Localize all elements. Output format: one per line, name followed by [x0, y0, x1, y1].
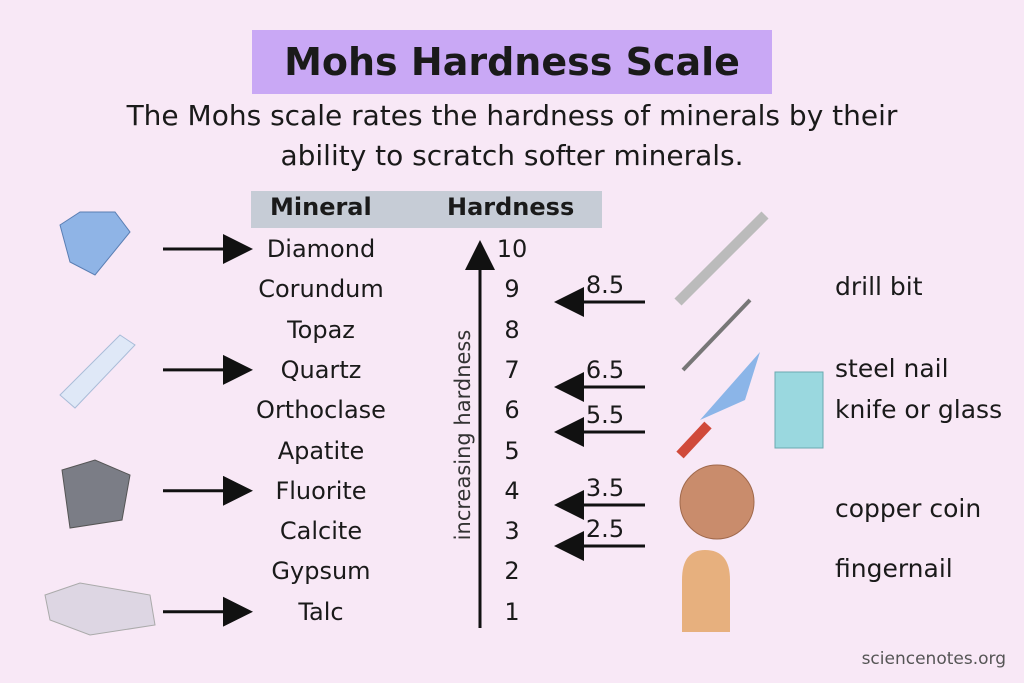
coin-image [679, 464, 755, 540]
quartz-image [59, 334, 136, 409]
nail-image [681, 298, 752, 372]
footer: sciencenotes.org [861, 649, 1006, 669]
mineral: Apatite [277, 436, 365, 465]
reference-value: 2.5 [585, 515, 625, 543]
drill-bit-image [674, 211, 769, 306]
reference-label: knife or glass [835, 395, 1003, 424]
hardness: 6 [504, 396, 520, 425]
mineral: Calcite [279, 517, 363, 546]
hardness: 5 [504, 436, 520, 465]
talc-image [44, 582, 156, 636]
mineral: Gypsum [271, 557, 371, 586]
mineral: Orthoclase [256, 396, 386, 425]
glass-image [774, 371, 824, 449]
subtitle: The Mohs scale rates the hardness of min… [126, 99, 898, 172]
reference-value: 6.5 [585, 356, 625, 384]
diamond-image [59, 211, 131, 276]
mineral: Corundum [258, 275, 384, 304]
reference-label: drill bit [835, 272, 923, 301]
reference-label: copper coin [835, 494, 982, 523]
reference-value: 3.5 [585, 474, 625, 502]
column-header: Hardness [447, 193, 575, 221]
knife-handle [676, 421, 712, 459]
reference-value: 5.5 [585, 401, 625, 429]
column-header: Mineral [270, 193, 372, 221]
hardness: 1 [504, 597, 520, 626]
knife-image [700, 352, 760, 420]
axis-label: increasing hardness [451, 329, 475, 541]
hardness: 8 [504, 315, 520, 344]
hardness: 2 [504, 557, 520, 586]
hardness: 3 [504, 517, 520, 546]
fluorite-image [61, 459, 131, 529]
mineral: Fluorite [275, 476, 367, 505]
hardness: 10 [496, 235, 528, 263]
title: Mohs Hardness Scale [252, 30, 772, 94]
reference-value: 8.5 [585, 271, 625, 299]
mineral: Quartz [280, 355, 362, 384]
finger-image [682, 550, 730, 632]
mineral: Diamond [266, 235, 376, 263]
mineral: Talc [298, 597, 344, 626]
mineral: Topaz [287, 315, 355, 344]
hardness: 4 [504, 476, 520, 505]
hardness: 9 [504, 275, 520, 304]
reference-label: steel nail [835, 354, 949, 383]
reference-label: fingernail [835, 554, 953, 583]
hardness: 7 [504, 355, 520, 384]
header-bar [251, 191, 602, 228]
